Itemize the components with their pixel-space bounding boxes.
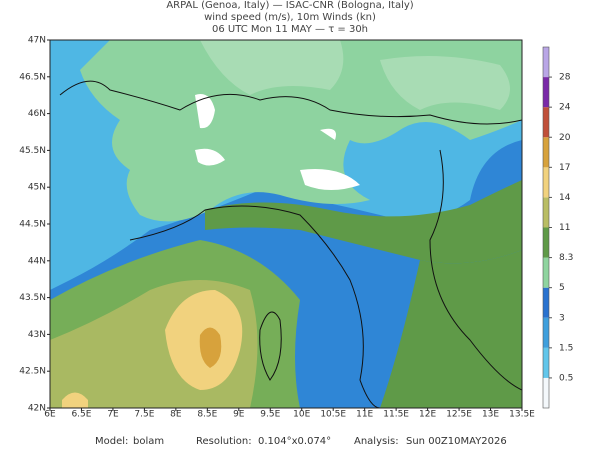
header-line: 06 UTC Mon 11 MAY — τ = 30h (212, 24, 368, 35)
footer-label: Analysis: (354, 436, 399, 447)
lat-tick-label: 46N (28, 109, 46, 119)
lat-tick-label: 42.5N (19, 367, 46, 377)
lon-tick-label: 10E (293, 410, 310, 420)
lat-tick-label: 45.5N (19, 146, 46, 156)
colorbar-label: 28 (559, 73, 571, 83)
lon-tick-label: 8E (170, 410, 182, 420)
footer-value: Sun 00Z10MAY2026 (406, 436, 507, 447)
lon-tick-label: 12.5E (446, 410, 472, 420)
colorbar-label: 14 (559, 193, 571, 203)
lon-tick-label: 7E (107, 410, 119, 420)
colorbar-label: 1.5 (559, 343, 573, 353)
lon-tick-label: 11.5E (383, 410, 409, 420)
colorbar-label: 5 (559, 283, 565, 293)
colorbar-segment (543, 197, 549, 228)
colorbar-segment (543, 317, 549, 348)
lon-tick-label: 6E (44, 410, 56, 420)
lat-tick-label: 43N (28, 330, 46, 340)
lon-tick-label: 8.5E (197, 410, 217, 420)
lon-tick-label: 13.5E (509, 410, 535, 420)
lat-tick-label: 45N (28, 183, 46, 193)
lon-tick-label: 9.5E (260, 410, 280, 420)
colorbar-segment (543, 107, 549, 138)
colorbar-segment (543, 77, 549, 108)
colorbar-segment (543, 167, 549, 198)
colorbar-label: 0.5 (559, 373, 573, 383)
colorbar-label: 17 (559, 163, 570, 173)
lon-tick-label: 13E (482, 410, 499, 420)
lon-tick-label: 10.5E (320, 410, 346, 420)
lon-tick-label: 6.5E (71, 410, 91, 420)
footer-label: Model: (95, 436, 128, 447)
header-line: ARPAL (Genoa, Italy) — ISAC-CNR (Bologna… (166, 0, 413, 11)
colorbar-segment (543, 377, 549, 408)
colorbar-segment (543, 347, 549, 378)
colorbar-segment (543, 227, 549, 258)
lat-tick-label: 44N (28, 256, 46, 266)
lat-tick-label: 46.5N (19, 72, 46, 82)
colorbar-segment (543, 137, 549, 168)
colorbar-segment (543, 47, 549, 78)
map-field (50, 40, 522, 408)
lat-tick-label: 42N (28, 404, 46, 414)
colorbar-label: 20 (559, 133, 571, 143)
colorbar-label: 8.3 (559, 253, 573, 263)
colorbar-label: 11 (559, 223, 570, 233)
header-line: wind speed (m/s), 10m Winds (kn) (204, 12, 376, 23)
colorbar-segment (543, 287, 549, 318)
lon-tick-label: 9E (233, 410, 245, 420)
lon-tick-label: 12E (419, 410, 436, 420)
colorbar-label: 3 (559, 313, 565, 323)
lat-tick-label: 44.5N (19, 220, 46, 230)
footer-label: Resolution: (196, 436, 252, 447)
colorbar-label: 24 (559, 103, 571, 113)
lon-tick-label: 11E (356, 410, 373, 420)
footer-value: 0.104°x0.074° (258, 436, 331, 447)
lon-tick-label: 7.5E (134, 410, 154, 420)
lat-tick-label: 43.5N (19, 293, 46, 303)
lat-tick-label: 47N (28, 36, 46, 46)
colorbar-segment (543, 257, 549, 288)
footer-value: bolam (133, 436, 164, 447)
